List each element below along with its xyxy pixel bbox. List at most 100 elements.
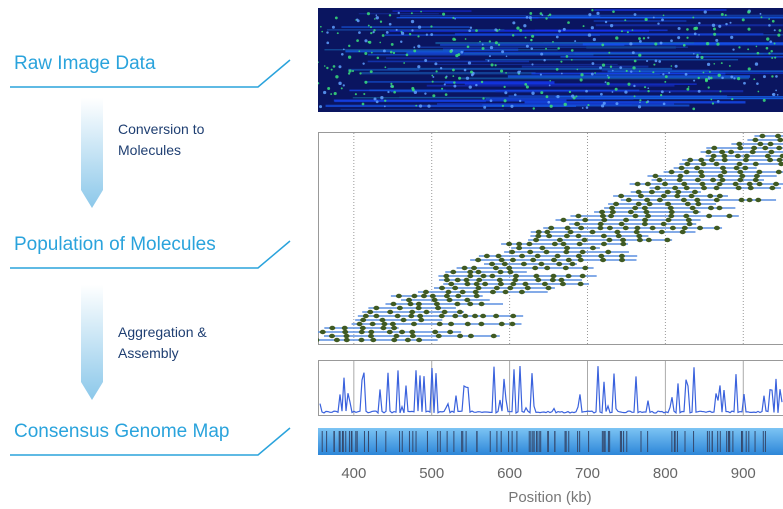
raw-spot [777, 33, 781, 37]
label-dot [379, 317, 386, 323]
raw-spot [460, 50, 464, 54]
label-dot [443, 277, 450, 283]
label-dot [601, 217, 608, 223]
raw-spot [368, 40, 372, 44]
label-dot [429, 293, 436, 299]
label-dot [742, 165, 749, 171]
raw-spot [389, 50, 393, 54]
raw-spot [430, 33, 434, 36]
label-dot [409, 309, 416, 315]
raw-spot [571, 94, 575, 98]
label-dot [737, 177, 744, 183]
consensus-map [318, 428, 783, 455]
label-dot [445, 289, 452, 295]
label-dot [455, 293, 462, 299]
raw-spot [768, 52, 771, 55]
raw-spot [424, 59, 428, 62]
label-dot [577, 281, 584, 287]
label-dot [549, 277, 556, 283]
raw-spot [397, 11, 400, 15]
label-dot [496, 277, 503, 283]
label-dot [358, 337, 365, 343]
label-dot [367, 309, 374, 315]
label-dot [598, 253, 605, 259]
label-dot [373, 305, 380, 311]
leader-line [10, 427, 291, 456]
label-dot [577, 257, 584, 263]
label-dot [328, 333, 335, 339]
label-dot [719, 177, 726, 183]
raw-spot [334, 16, 338, 20]
raw-spot [720, 12, 724, 16]
label-dot [658, 229, 665, 235]
raw-spot [600, 92, 603, 96]
raw-spot [574, 40, 577, 43]
raw-spot [687, 86, 690, 88]
label-dot [652, 173, 659, 179]
raw-spot [503, 99, 507, 103]
label-dot [343, 333, 350, 339]
raw-spot [580, 73, 584, 77]
raw-spot [565, 55, 569, 58]
raw-spot [372, 31, 375, 34]
raw-spot [501, 104, 505, 108]
raw-spot [604, 20, 608, 24]
raw-spot [711, 102, 715, 105]
label-dot [492, 265, 499, 271]
raw-spot [653, 63, 656, 66]
raw-spot [596, 11, 600, 16]
raw-spot [737, 77, 741, 81]
label-dot [762, 145, 769, 151]
raw-spot [773, 42, 776, 45]
label-dot [467, 273, 474, 279]
raw-spot [363, 92, 366, 96]
raw-spot [318, 61, 319, 64]
label-dot [498, 257, 505, 263]
label-dot [700, 161, 707, 167]
raw-spot [612, 10, 615, 13]
raw-spot [625, 69, 628, 73]
raw-spot [455, 54, 459, 58]
raw-spot [771, 56, 774, 59]
raw-spot [510, 104, 514, 108]
label-dot [512, 277, 519, 283]
raw-spot [452, 16, 455, 20]
label-dot [646, 201, 653, 207]
raw-spot [340, 87, 343, 90]
label-dot [436, 321, 443, 327]
raw-spot [545, 17, 548, 20]
label-dot [368, 329, 375, 335]
label-dot [551, 241, 558, 247]
label-dot [495, 253, 502, 259]
label-dot [370, 337, 377, 343]
raw-spot [563, 102, 567, 107]
raw-spot [505, 55, 508, 58]
raw-spot [540, 52, 544, 56]
raw-spot [431, 74, 434, 77]
raw-spot [770, 49, 773, 53]
axis-label: Position (kb) [508, 489, 591, 506]
label-dot [535, 277, 542, 283]
raw-spot [585, 106, 589, 109]
raw-spot [330, 68, 333, 71]
label-dot [520, 261, 527, 267]
label-dot [691, 189, 698, 195]
raw-spot [400, 31, 405, 35]
label-dot [726, 213, 733, 219]
label-dot [386, 329, 393, 335]
raw-spot [497, 43, 501, 46]
raw-spot [323, 90, 327, 95]
raw-spot [637, 105, 642, 109]
coverage-trace [319, 365, 783, 415]
label-dot [546, 233, 553, 239]
label-dot [443, 273, 450, 279]
label-dot [393, 333, 400, 339]
label-dot [695, 201, 702, 207]
raw-spot [743, 81, 746, 85]
raw-spot [468, 29, 472, 33]
label-dot [544, 265, 551, 271]
raw-spot [415, 104, 418, 107]
raw-spot [560, 72, 563, 75]
label-dot [775, 133, 782, 139]
raw-spot [609, 24, 614, 28]
